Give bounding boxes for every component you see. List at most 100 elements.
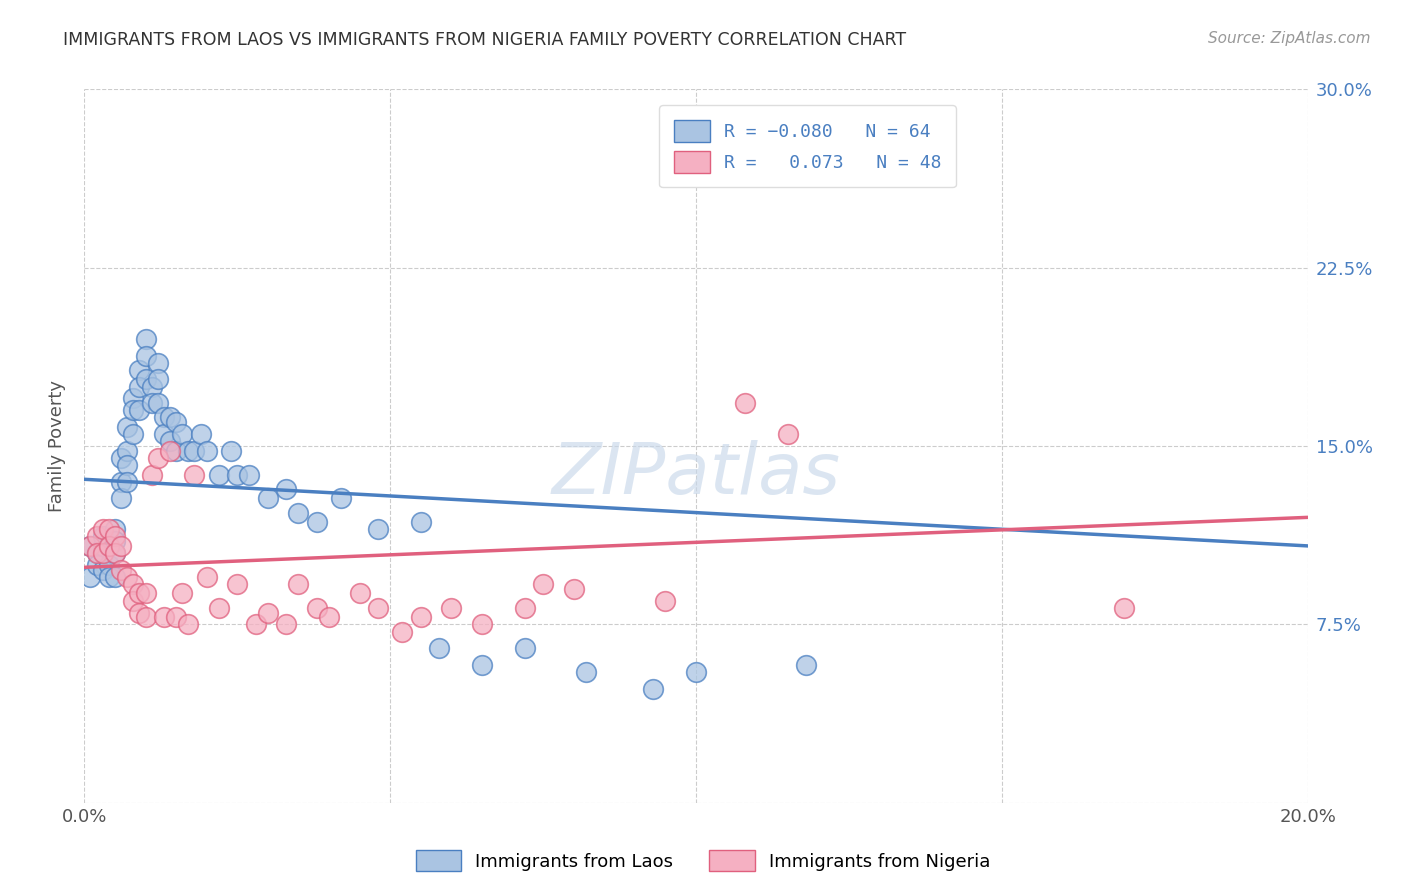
Point	[305, 600, 328, 615]
Text: ZIPatlas: ZIPatlas	[551, 440, 841, 509]
Text: Source: ZipAtlas.com: Source: ZipAtlas.com	[1208, 31, 1371, 46]
Point	[79, 539, 101, 553]
Point	[513, 641, 536, 656]
Point	[110, 563, 132, 577]
Point	[115, 443, 138, 458]
Point	[115, 458, 138, 472]
Point	[86, 558, 108, 572]
Point	[159, 410, 181, 425]
Point	[734, 396, 756, 410]
Point	[86, 546, 108, 560]
Point	[183, 467, 205, 482]
Point	[238, 467, 260, 482]
Point	[165, 610, 187, 624]
Point	[122, 427, 145, 442]
Legend: Immigrants from Laos, Immigrants from Nigeria: Immigrants from Laos, Immigrants from Ni…	[409, 843, 997, 879]
Text: IMMIGRANTS FROM LAOS VS IMMIGRANTS FROM NIGERIA FAMILY POVERTY CORRELATION CHART: IMMIGRANTS FROM LAOS VS IMMIGRANTS FROM …	[63, 31, 907, 49]
Point	[104, 546, 127, 560]
Point	[97, 558, 120, 572]
Point	[122, 403, 145, 417]
Point	[427, 641, 450, 656]
Point	[135, 349, 157, 363]
Point	[226, 467, 249, 482]
Point	[208, 467, 231, 482]
Point	[97, 522, 120, 536]
Point	[115, 420, 138, 434]
Point	[128, 403, 150, 417]
Point	[91, 563, 114, 577]
Point	[104, 546, 127, 560]
Point	[135, 332, 157, 346]
Point	[153, 410, 176, 425]
Point	[276, 617, 298, 632]
Point	[183, 443, 205, 458]
Point	[305, 515, 328, 529]
Point	[97, 539, 120, 553]
Legend: R = −0.080   N = 64, R =   0.073   N = 48: R = −0.080 N = 64, R = 0.073 N = 48	[659, 105, 956, 187]
Point	[643, 681, 665, 696]
Point	[79, 570, 101, 584]
Point	[685, 665, 707, 679]
Point	[654, 593, 676, 607]
Point	[471, 657, 494, 672]
Point	[86, 529, 108, 543]
Point	[128, 379, 150, 393]
Point	[219, 443, 242, 458]
Point	[208, 600, 231, 615]
Point	[177, 443, 200, 458]
Point	[190, 427, 212, 442]
Point	[287, 577, 309, 591]
Point	[257, 606, 280, 620]
Point	[562, 582, 585, 596]
Point	[141, 467, 163, 482]
Point	[257, 491, 280, 506]
Point	[91, 529, 114, 543]
Point	[104, 570, 127, 584]
Point	[318, 610, 340, 624]
Point	[146, 450, 169, 465]
Point	[91, 546, 114, 560]
Point	[330, 491, 353, 506]
Point	[115, 475, 138, 489]
Point	[349, 586, 371, 600]
Point	[195, 570, 218, 584]
Point	[153, 427, 176, 442]
Point	[146, 396, 169, 410]
Point	[177, 617, 200, 632]
Point	[122, 392, 145, 406]
Point	[146, 372, 169, 386]
Point	[122, 593, 145, 607]
Point	[128, 586, 150, 600]
Point	[146, 356, 169, 370]
Point	[104, 522, 127, 536]
Point	[135, 372, 157, 386]
Point	[165, 415, 187, 429]
Point	[367, 600, 389, 615]
Point	[91, 522, 114, 536]
Point	[141, 379, 163, 393]
Point	[110, 491, 132, 506]
Point	[110, 450, 132, 465]
Point	[1114, 600, 1136, 615]
Point	[409, 610, 432, 624]
Point	[153, 610, 176, 624]
Point	[159, 443, 181, 458]
Point	[276, 482, 298, 496]
Point	[97, 570, 120, 584]
Point	[471, 617, 494, 632]
Point	[409, 515, 432, 529]
Point	[195, 443, 218, 458]
Point	[128, 606, 150, 620]
Point	[245, 617, 267, 632]
Point	[172, 586, 194, 600]
Point	[776, 427, 799, 442]
Point	[122, 577, 145, 591]
Point	[110, 475, 132, 489]
Point	[440, 600, 463, 615]
Point	[226, 577, 249, 591]
Point	[531, 577, 554, 591]
Point	[104, 529, 127, 543]
Point	[367, 522, 389, 536]
Point	[172, 427, 194, 442]
Point	[110, 539, 132, 553]
